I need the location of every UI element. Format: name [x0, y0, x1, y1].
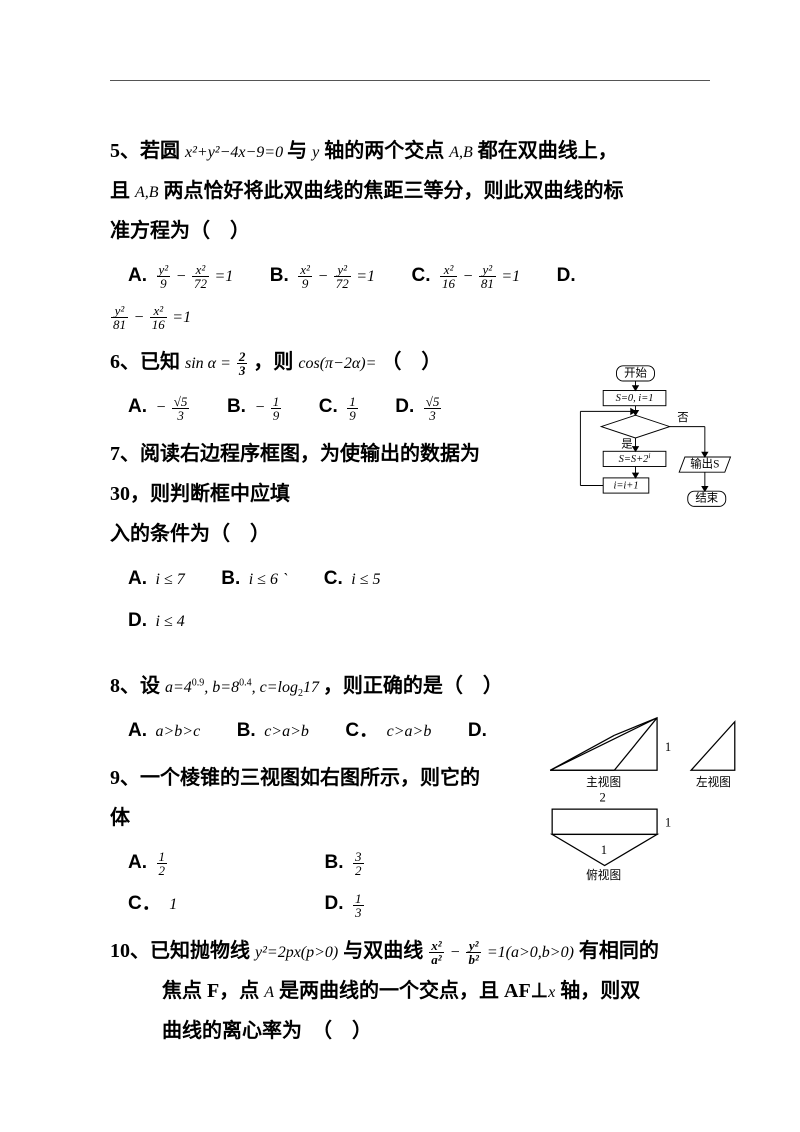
q9-opt-b: B. 32	[325, 842, 365, 884]
svg-text:俯视图: 俯视图	[586, 868, 621, 882]
q7-text-2: 30，则判断框中应填	[110, 483, 290, 505]
q9-opt-d: D. 13	[325, 883, 365, 925]
q8-opt-c: C． c>a>b	[345, 710, 431, 752]
q7-options: A. i ≤ 7 B. i ≤ 6 ` C. i ≤ 5 D. i ≤ 4	[128, 558, 500, 642]
q10-hyp-cond: =1(a>0,b>0)	[487, 944, 574, 961]
q5-AB: A,B	[449, 144, 473, 161]
svg-text:开始: 开始	[624, 365, 647, 379]
q6-text-1: 6、已知	[110, 351, 180, 373]
q6-opt-b: B. − 19	[227, 386, 282, 428]
question-9: 9、一个棱锥的三视图如右图所示，则它的体 A. 12 B. 32 C． 1 D.…	[110, 758, 490, 926]
q5-text-7: 准方程为（ ）	[110, 220, 250, 242]
q6-cos: cos(π−2α)=	[298, 355, 376, 372]
svg-text:输出S: 输出S	[690, 456, 719, 470]
q6-opt-c: C. 19	[319, 386, 359, 428]
svg-text:主视图: 主视图	[586, 775, 621, 789]
svg-text:结束: 结束	[695, 492, 718, 505]
svg-text:是: 是	[621, 438, 632, 451]
q5-eq-circle: x²+y²−4x−9=0	[185, 144, 287, 161]
q6-text-3: （ ）	[381, 351, 441, 373]
q6-opt-a: A. − √53	[128, 386, 190, 428]
q5-text-3: 轴的两个交点	[324, 140, 444, 162]
q9-opt-c: C． 1	[128, 883, 288, 925]
q8-opt-d: D.	[468, 710, 491, 752]
svg-text:i=i+1: i=i+1	[613, 480, 638, 491]
question-5: 5、若圆 x²+y²−4x−9=0 与 y 轴的两个交点 A,B 都在双曲线上，…	[110, 131, 710, 336]
svg-text:1: 1	[601, 843, 607, 857]
q10-line2: 焦点 F，点 A 是两曲线的一个交点，且 AF⊥x 轴，则双	[162, 980, 640, 1002]
q9-opt-a: A. 12	[128, 842, 288, 884]
svg-text:1: 1	[665, 816, 671, 830]
q8-eq: a=40.9, b=80.4, c=log217	[165, 679, 323, 696]
q8-options: A. a>b>c B. c>a>b C． c>a>b D.	[128, 710, 548, 752]
q8-text-1: 8、设	[110, 675, 160, 697]
svg-text:左视图: 左视图	[696, 775, 731, 789]
q8-opt-b: B. c>a>b	[237, 710, 309, 752]
q5-opt-b: B. x²9 − y²72 =1	[270, 255, 375, 297]
q7-opt-b: B. i ≤ 6 `	[221, 558, 287, 600]
exam-page: 5、若圆 x²+y²−4x−9=0 与 y 轴的两个交点 A,B 都在双曲线上，…	[0, 0, 800, 1097]
q8-text-2: ，则正确的是（ ）	[323, 675, 503, 697]
q10-para: y²=2px(p>0)	[255, 944, 338, 961]
q7-text-1: 7、阅读右边程序框图，为使输出的数据为	[110, 443, 480, 465]
q5-opt-d-line2: y²81 − x²16 =1	[110, 297, 191, 337]
q10-line3: 曲线的离心率为 （ ）	[162, 1020, 372, 1042]
svg-text:1: 1	[665, 740, 671, 754]
svg-text:否: 否	[677, 412, 688, 424]
svg-text:S=0, i=1: S=0, i=1	[616, 393, 654, 404]
question-7: 7、阅读右边程序框图，为使输出的数据为 30，则判断框中应填 入的条件为（ ） …	[110, 434, 500, 642]
flowchart-diagram: 开始 S=0, i=1 是 否 S=S+2i i=i+1 输出S 结束	[550, 362, 740, 552]
question-10: 10、已知抛物线 y²=2px(p>0) 与双曲线 x²a² − y²b² =1…	[110, 931, 710, 1051]
q5-text-5: 且	[110, 180, 130, 202]
q9-options: A. 12 B. 32 C． 1 D. 13	[128, 842, 490, 926]
q6-sina: sin α =	[185, 355, 231, 372]
q8-opt-a: A. a>b>c	[128, 710, 200, 752]
three-views-diagram: 1 主视图 2 左视图 1 1 俯视图	[540, 712, 745, 882]
q6-text-2: ，则	[253, 351, 293, 373]
q5-text-6: 两点恰好将此双曲线的焦距三等分，则此双曲线的标	[164, 180, 624, 202]
q9-text: 9、一个棱锥的三视图如右图所示，则它的体	[110, 767, 480, 829]
q5-opt-a: A. y²9 − x²72 =1	[128, 255, 233, 297]
svg-text:2: 2	[600, 790, 606, 804]
q5-AB2: A,B	[135, 184, 159, 201]
q10-text-1: 10、已知抛物线	[110, 940, 250, 962]
q7-opt-a: A. i ≤ 7	[128, 558, 185, 600]
svg-text:S=S+2i: S=S+2i	[619, 451, 651, 465]
q10-text-2: 与双曲线	[343, 940, 423, 962]
q6-opt-d: D. √53	[395, 386, 442, 428]
q7-opt-c: C. i ≤ 5	[324, 558, 381, 600]
q5-opt-d: D.	[557, 255, 580, 297]
q10-text-3: 有相同的	[579, 940, 659, 962]
q5-opt-c: C. x²16 − y²81 =1	[412, 255, 521, 297]
q5-options: A. y²9 − x²72 =1 B. x²9 − y²72 =1 C. x²1…	[128, 255, 710, 336]
q7-opt-d: D. i ≤ 4	[128, 600, 185, 642]
q5-y: y	[312, 144, 319, 161]
q7-text-3: 入的条件为（ ）	[110, 523, 270, 545]
q5-text-2: 与	[287, 140, 307, 162]
q5-text-1: 5、若圆	[110, 140, 180, 162]
page-top-rule	[110, 80, 710, 81]
q5-text-4: 都在双曲线上，	[478, 140, 618, 162]
